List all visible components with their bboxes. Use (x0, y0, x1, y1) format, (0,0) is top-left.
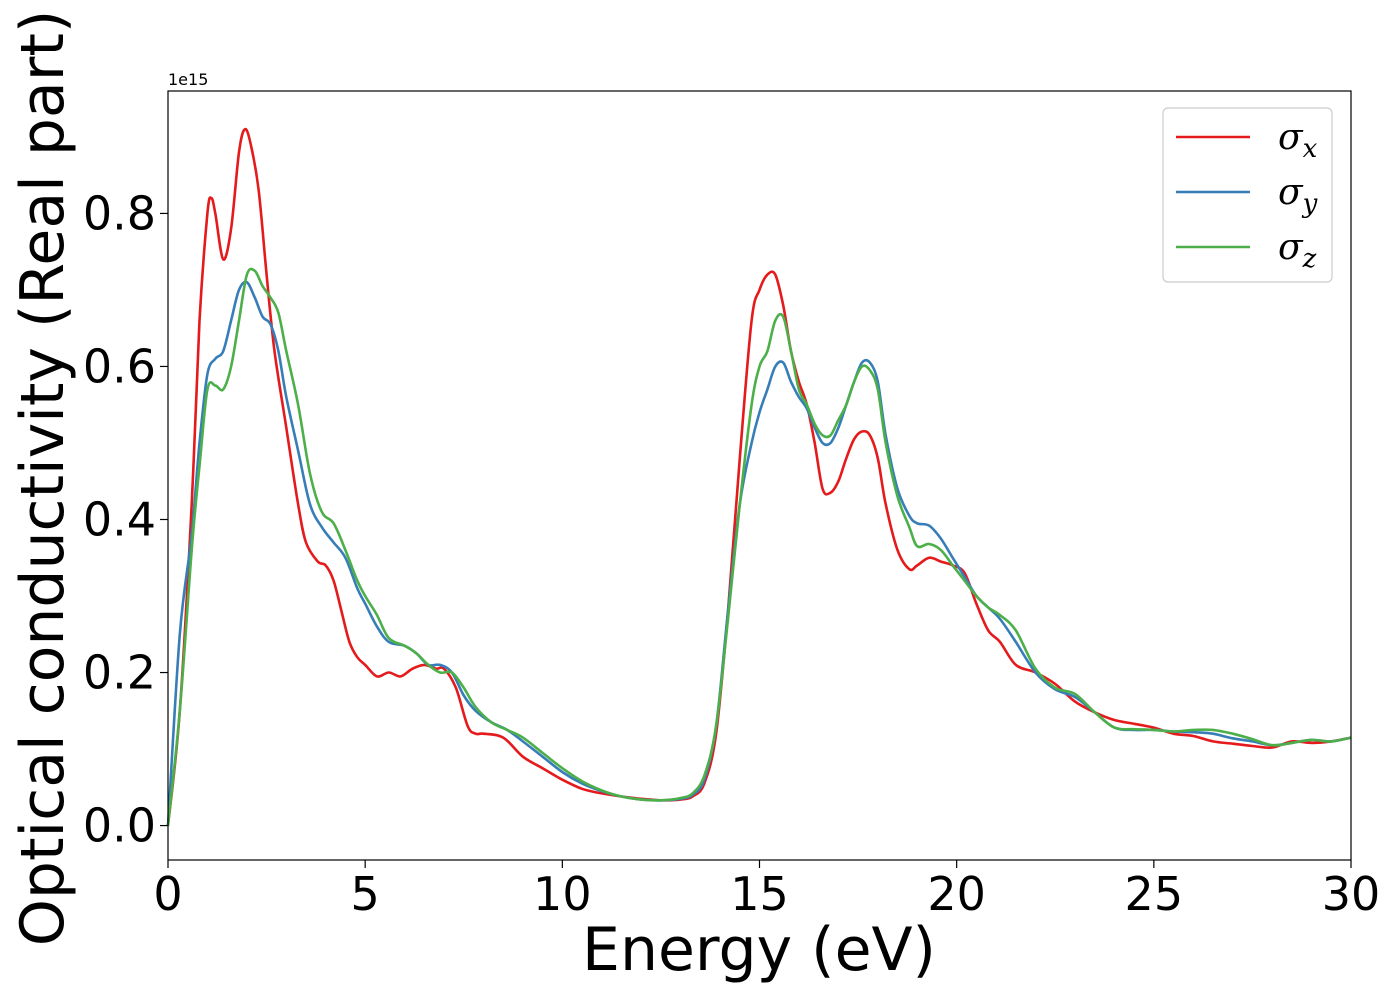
legend-label-z: σz (1278, 227, 1317, 274)
x-axis-title: Energy (eV) (582, 915, 936, 985)
series-line-x (166, 127, 1352, 826)
x-tick-label: 30 (1322, 867, 1381, 921)
series-layer (166, 127, 1352, 826)
y-tick-label: 0.0 (83, 799, 156, 853)
x-tick-label: 10 (533, 867, 592, 921)
y-axis: 0.0 0.2 0.4 0.6 0.8 (83, 186, 168, 853)
x-axis: 0 5 10 15 20 25 30 (153, 860, 1380, 921)
y-tick-label: 0.8 (83, 186, 156, 240)
legend-label-x: σx (1278, 117, 1318, 164)
x-tick-label: 0 (153, 867, 182, 921)
legend-box (1162, 107, 1333, 283)
y-axis-title: Optical conductivity (Real part) (8, 10, 78, 947)
x-tick-label: 15 (730, 867, 789, 921)
series-line-z (166, 267, 1352, 826)
y-axis-offset-label: 1e15 (168, 70, 208, 89)
legend-label-y: σy (1278, 172, 1318, 219)
legend: σx σy σz (1162, 107, 1333, 283)
x-tick-label: 20 (927, 867, 986, 921)
x-tick-label: 5 (351, 867, 380, 921)
y-tick-label: 0.4 (83, 492, 156, 546)
x-tick-label: 25 (1125, 867, 1184, 921)
y-tick-label: 0.2 (83, 646, 156, 700)
y-tick-label: 0.6 (83, 339, 156, 393)
